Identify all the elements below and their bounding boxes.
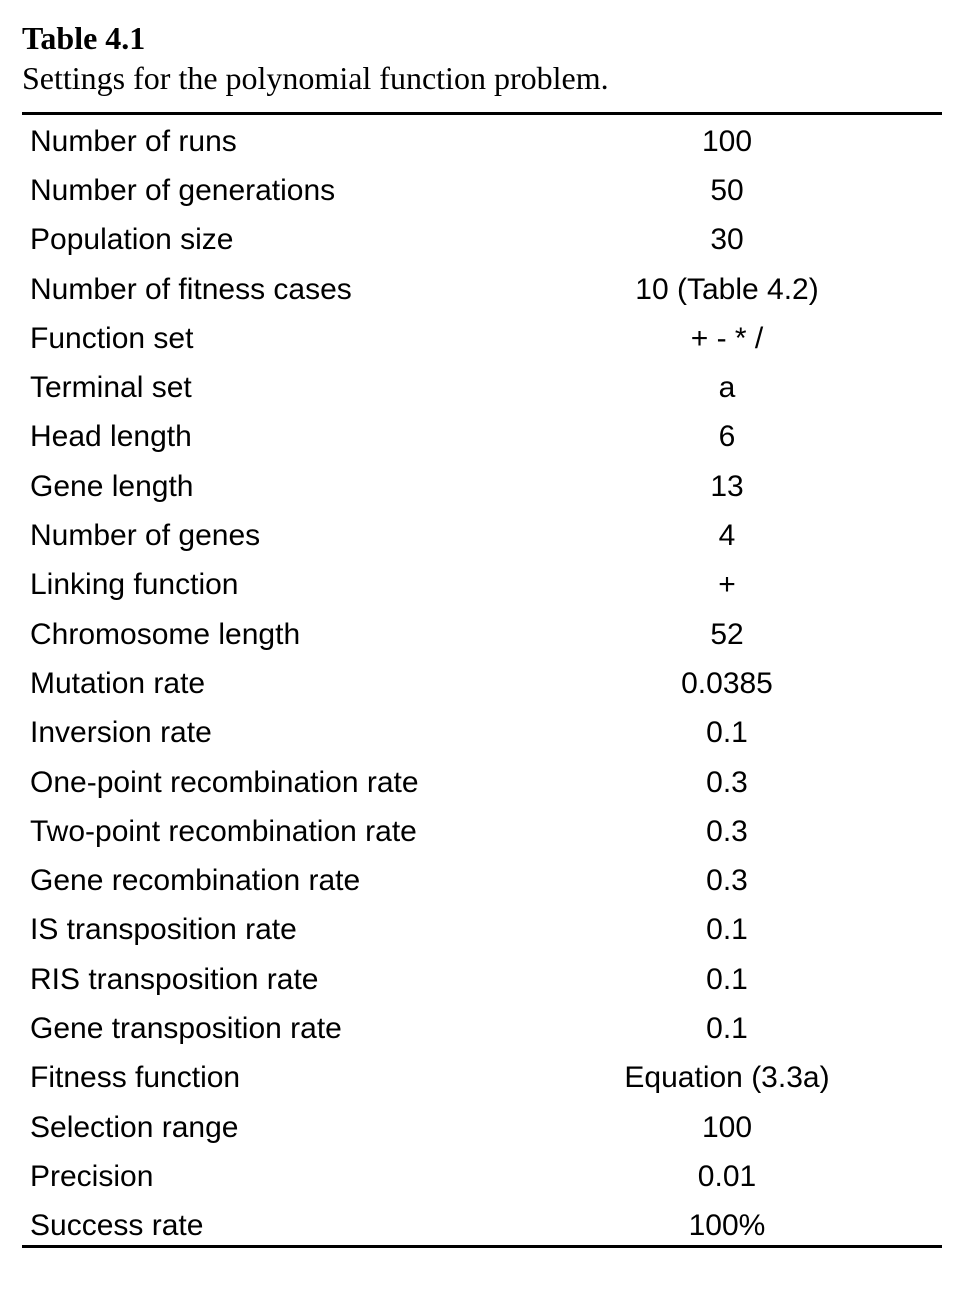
table-row: Number of genes 4 — [22, 511, 942, 560]
table-row: Gene transposition rate 0.1 — [22, 1004, 942, 1053]
table-row: Number of fitness cases 10 (Table 4.2) — [22, 265, 942, 314]
parameter-cell: Gene transposition rate — [30, 1011, 342, 1045]
table-top-rule — [22, 112, 942, 115]
value-cell: 0.1 — [706, 962, 748, 996]
table-number: Table 4.1 — [22, 20, 146, 56]
parameter-cell: Head length — [30, 420, 192, 454]
value-cell: 0.1 — [706, 913, 748, 947]
table-row: IS transposition rate 0.1 — [22, 906, 942, 955]
value-cell: 100 — [701, 124, 753, 158]
table-row: RIS transposition rate 0.1 — [22, 955, 942, 1004]
parameter-cell: Mutation rate — [30, 666, 206, 700]
table-caption: Settings for the polynomial function pro… — [22, 60, 609, 96]
table-row: Chromosome length 52 — [22, 610, 942, 659]
table-row: Number of generations 50 — [22, 166, 942, 215]
value-cell: a — [718, 371, 736, 405]
value-cell: 0.1 — [706, 1011, 748, 1045]
table-row: Two-point recombination rate 0.3 — [22, 807, 942, 856]
parameter-cell: One-point recombination rate — [30, 765, 419, 799]
table-row: One-point recombination rate 0.3 — [22, 758, 942, 807]
parameter-cell: Success rate — [30, 1209, 204, 1243]
value-cell: 100% — [688, 1209, 766, 1243]
value-cell: 4 — [718, 519, 736, 553]
table-bottom-rule — [22, 1245, 942, 1248]
parameter-cell: Population size — [30, 223, 234, 257]
parameter-cell: Number of fitness cases — [30, 272, 352, 306]
parameter-cell: Number of runs — [30, 124, 237, 158]
value-cell: + — [718, 568, 736, 602]
table-row: Precision 0.01 — [22, 1152, 942, 1201]
table-row: Population size 30 — [22, 216, 942, 265]
table-row: Linking function + — [22, 561, 942, 610]
value-cell: 0.0385 — [681, 666, 773, 700]
parameter-cell: Chromosome length — [30, 617, 301, 651]
value-cell: 13 — [710, 469, 744, 503]
table-row: Terminal set a — [22, 363, 942, 412]
table-row: Selection range 100 — [22, 1103, 942, 1152]
settings-table-body: Number of runs 100 Number of generations 50… — [22, 117, 942, 1251]
parameter-cell: Linking function — [30, 568, 239, 602]
value-cell: 0.3 — [706, 765, 748, 799]
value-cell: + - * / — [690, 321, 764, 355]
parameter-cell: Function set — [30, 321, 194, 355]
table-row: Head length 6 — [22, 413, 942, 462]
table-row: Number of runs 100 — [22, 117, 942, 166]
parameter-cell: Precision — [30, 1159, 154, 1193]
parameter-cell: Fitness function — [30, 1061, 241, 1095]
table-row: Gene recombination rate 0.3 — [22, 856, 942, 905]
table-row: Inversion rate 0.1 — [22, 709, 942, 758]
parameter-cell: Gene length — [30, 469, 194, 503]
settings-table: Number of runs 100 Number of generations 50… — [22, 117, 942, 1251]
parameter-cell: Inversion rate — [30, 716, 212, 750]
parameter-cell: Two-point recombination rate — [30, 814, 417, 848]
table-row: Success rate 100% — [22, 1202, 942, 1251]
table-row: Gene length 13 — [22, 462, 942, 511]
value-cell: 0.01 — [697, 1159, 757, 1193]
parameter-cell: Gene recombination rate — [30, 864, 361, 898]
value-cell: 52 — [710, 617, 744, 651]
value-cell: Equation (3.3a) — [624, 1061, 830, 1095]
parameter-cell: Selection range — [30, 1110, 239, 1144]
parameter-cell: Terminal set — [30, 371, 192, 405]
parameter-cell: IS transposition rate — [30, 913, 297, 947]
value-cell: 0.3 — [706, 864, 748, 898]
table-row: Function set + - * / — [22, 314, 942, 363]
value-cell: 6 — [718, 420, 736, 454]
value-cell: 10 (Table 4.2) — [635, 272, 819, 306]
value-cell: 0.3 — [706, 814, 748, 848]
value-cell: 100 — [701, 1110, 753, 1144]
parameter-cell: Number of generations — [30, 173, 336, 207]
table-row: Fitness function Equation (3.3a) — [22, 1054, 942, 1103]
table-row: Mutation rate 0.0385 — [22, 659, 942, 708]
parameter-cell: Number of genes — [30, 519, 261, 553]
value-cell: 30 — [710, 223, 744, 257]
parameter-cell: RIS transposition rate — [30, 962, 319, 996]
value-cell: 50 — [710, 173, 744, 207]
value-cell: 0.1 — [706, 716, 748, 750]
